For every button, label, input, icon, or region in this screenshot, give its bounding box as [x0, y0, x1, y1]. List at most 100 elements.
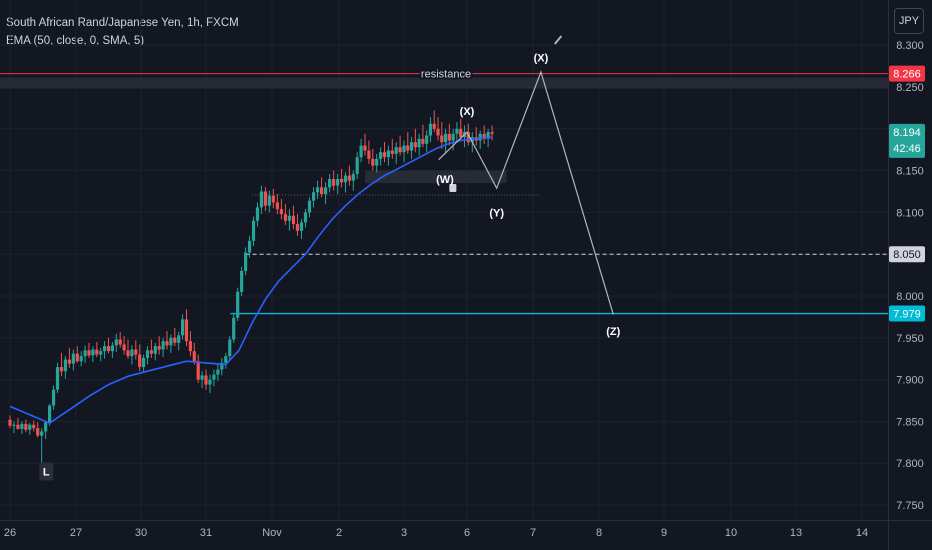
candle-body	[432, 123, 436, 129]
candle-body	[204, 375, 208, 385]
candle-body	[20, 423, 24, 429]
candle-body	[455, 128, 459, 134]
candle-body	[83, 350, 87, 357]
candle-body	[279, 209, 283, 215]
y-tick-label: 8.300	[896, 40, 924, 52]
candle-body	[347, 175, 351, 181]
candle-body	[417, 138, 421, 148]
candle-body	[118, 339, 122, 345]
wave-label: (Y)	[489, 207, 504, 219]
candle-body	[220, 362, 224, 370]
candle-body	[99, 351, 103, 355]
indicator-label: EMA (50, close, 0, SMA, 5)	[6, 35, 145, 47]
candle-body	[177, 335, 181, 343]
candle-body	[295, 224, 300, 231]
candle-body	[291, 215, 296, 225]
candle-body	[130, 349, 134, 357]
candle-body	[12, 424, 16, 426]
candle-body	[283, 214, 287, 221]
candle-body	[371, 158, 375, 166]
candle-body	[169, 337, 173, 346]
x-tick-label: Nov	[262, 527, 282, 539]
candle-body	[271, 195, 275, 203]
checkbox-icon	[449, 183, 457, 192]
projection-layer	[438, 35, 614, 315]
currency-button[interactable]: JPY	[894, 8, 924, 34]
candle-body	[44, 422, 48, 432]
candle-body	[382, 152, 387, 158]
candle-body	[340, 178, 344, 183]
candle-body	[486, 132, 490, 139]
candle-body	[440, 135, 444, 143]
candle-body	[79, 356, 83, 362]
candle-body	[336, 178, 340, 186]
x-tick-label: 6	[464, 527, 470, 539]
candle-body	[303, 212, 308, 223]
candle-body	[490, 132, 494, 134]
candle-body	[208, 379, 212, 385]
price-badge-current	[889, 123, 925, 158]
candle-body	[421, 138, 425, 144]
candle-body	[466, 132, 470, 143]
candle-body	[379, 152, 383, 159]
candle-body	[184, 319, 189, 342]
candle-body	[355, 157, 359, 174]
price-badge-value: 8.194	[893, 127, 921, 139]
candle-body	[75, 353, 79, 362]
candle-body	[110, 345, 114, 352]
wave-labels: (X) (W) (Y) (X) (Z) L	[39, 53, 621, 481]
candle-body	[328, 178, 332, 188]
y-tick-label: 7.900	[896, 375, 924, 387]
candle-body	[409, 142, 414, 151]
price-badge-value: 8.266	[893, 69, 921, 81]
y-tick-label: 8.100	[896, 207, 924, 219]
candle-body	[443, 133, 448, 143]
candle-body	[332, 178, 336, 186]
candle-body	[16, 424, 20, 429]
candle-body	[138, 354, 142, 368]
candle-body	[315, 187, 320, 193]
candle-body	[51, 389, 56, 406]
x-tick-label: 30	[135, 527, 147, 539]
candle-body	[181, 319, 185, 336]
candle-body	[8, 419, 12, 426]
wave-label: (Z)	[606, 326, 620, 338]
candle-body	[275, 202, 279, 210]
candle-body	[324, 187, 328, 195]
candle-body	[149, 350, 153, 354]
low-marker-box	[39, 462, 54, 481]
ema-line	[9, 136, 493, 425]
candle-body	[451, 133, 455, 141]
y-tick-label: 7.950	[896, 333, 924, 345]
candle-body	[263, 191, 267, 206]
price-badge-value: 7.979	[893, 309, 921, 321]
ema-layer	[9, 136, 493, 425]
candle-body	[299, 222, 304, 231]
candle-body	[161, 341, 165, 350]
candle-body	[386, 150, 390, 158]
candle-body	[447, 133, 451, 141]
candle-body	[165, 341, 169, 346]
candle-body	[436, 128, 440, 136]
candle-body	[188, 341, 192, 352]
candle-body	[48, 405, 52, 423]
candle-body	[232, 317, 236, 340]
candles	[8, 110, 494, 474]
candle-body	[216, 369, 220, 375]
x-tick-label: 31	[200, 527, 212, 539]
candle-body	[413, 142, 417, 148]
candle-body	[40, 431, 44, 436]
candle-body	[67, 359, 71, 364]
candle-body	[122, 344, 126, 351]
wave-label: (X)	[534, 53, 549, 65]
candle-body	[351, 173, 355, 181]
candle-body	[307, 200, 312, 213]
x-tick-label: 8	[596, 527, 602, 539]
candle-body	[267, 195, 271, 206]
candle-body	[212, 374, 216, 380]
candle-body	[311, 192, 316, 201]
candle-body	[200, 375, 204, 380]
candle-body	[71, 353, 75, 364]
price-badge-countdown: 42:46	[893, 143, 921, 155]
